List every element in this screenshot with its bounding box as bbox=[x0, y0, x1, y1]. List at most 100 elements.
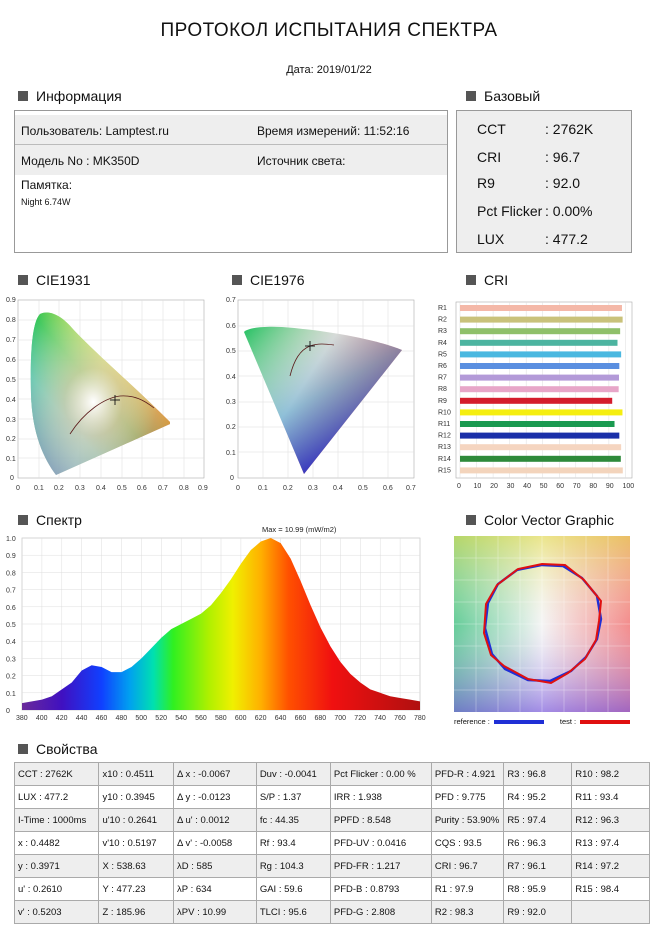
svg-text:0.6: 0.6 bbox=[137, 485, 147, 492]
cri-bar-r10 bbox=[460, 409, 623, 416]
cri-bar-r12 bbox=[460, 432, 620, 439]
property-cell: R4 : 95.2 bbox=[503, 785, 573, 809]
info-panel: Пользователь: Lamptest.ru Время измерени… bbox=[14, 110, 448, 253]
svg-text:0.6: 0.6 bbox=[226, 323, 236, 330]
spectrum-x-tick: 720 bbox=[354, 715, 366, 722]
property-cell: TLCI : 95.6 bbox=[255, 900, 331, 924]
property-cell: PFD : 9.775 bbox=[430, 785, 505, 809]
props-section-header: Свойства bbox=[18, 741, 97, 757]
cri-x-tick: 20 bbox=[490, 483, 498, 490]
svg-text:0.3: 0.3 bbox=[6, 417, 16, 424]
base-section-title: Базовый bbox=[484, 88, 541, 104]
cie1931-chart: 0.9 0.8 0.7 0.6 0.5 0.4 0.3 0.2 0.1 0 0 0.1 0.… bbox=[6, 297, 208, 492]
property-cell: Y : 477.23 bbox=[98, 877, 175, 901]
svg-text:0.4: 0.4 bbox=[226, 374, 236, 381]
base-key: CCT bbox=[477, 121, 506, 137]
cri-bar-r8 bbox=[460, 386, 619, 393]
property-cell: Z : 185.96 bbox=[98, 900, 175, 924]
svg-text:0.1: 0.1 bbox=[34, 485, 44, 492]
base-value: : 92.0 bbox=[545, 175, 581, 191]
spectrum-area bbox=[22, 538, 420, 710]
spectrum-y-tick: 0.2 bbox=[6, 674, 16, 681]
info-model: Модель No : MK350D bbox=[21, 154, 140, 168]
property-cell: λPV : 10.99 bbox=[173, 900, 257, 924]
spectrum-y-tick: 0.3 bbox=[6, 656, 16, 663]
property-cell: Purity : 53.90% bbox=[430, 808, 505, 832]
spectrum-x-ticks: 380 400 420 440 460 480 500 520 540 560 580 600 620 6… bbox=[16, 715, 426, 722]
property-cell: PFD-G : 2.808 bbox=[329, 900, 432, 924]
report-date: Дата: 2019/01/22 bbox=[286, 64, 372, 76]
spectrum-x-tick: 420 bbox=[56, 715, 68, 722]
base-panel: CCT: 2762K CRI: 96.7 R9: 92.0 Pct Flicke… bbox=[456, 110, 632, 253]
info-user: Пользователь: Lamptest.ru bbox=[21, 124, 169, 138]
cvg-section-header: Color Vector Graphic bbox=[466, 512, 614, 528]
base-row-lux: LUX: 477.2 bbox=[477, 231, 588, 247]
property-cell: R11 : 93.4 bbox=[571, 785, 650, 809]
svg-text:0.7: 0.7 bbox=[226, 297, 236, 304]
cri-x-tick: 80 bbox=[589, 483, 597, 490]
spectrum-y-tick: 0 bbox=[6, 708, 10, 715]
cvg-test-polygon bbox=[482, 562, 603, 685]
cie1931-x-ticks: 0 0.1 0.2 0.3 0.4 0.5 0.6 0.7 0.8 0.9 bbox=[16, 485, 208, 492]
section-square-icon bbox=[18, 744, 28, 754]
property-cell: fc : 44.35 bbox=[255, 808, 331, 832]
spectrum-x-tick: 580 bbox=[215, 715, 227, 722]
info-section-title: Информация bbox=[36, 88, 122, 104]
spectrum-x-tick: 520 bbox=[155, 715, 167, 722]
cvg-legend-ref-label: reference : bbox=[454, 717, 490, 726]
cri-x-tick: 30 bbox=[507, 483, 515, 490]
table-row: v' : 0.5203 Z : 185.96 λPV : 10.99 TLCI : 9… bbox=[13, 900, 650, 924]
spectrum-x-tick: 760 bbox=[394, 715, 406, 722]
svg-text:0.1: 0.1 bbox=[6, 456, 16, 463]
spectrum-y-tick: 0.4 bbox=[6, 639, 16, 646]
base-row-r9: R9: 92.0 bbox=[477, 175, 580, 191]
svg-text:0: 0 bbox=[230, 475, 234, 482]
spectrum-x-tick: 700 bbox=[334, 715, 346, 722]
spectrum-x-tick: 540 bbox=[175, 715, 187, 722]
section-square-icon bbox=[232, 275, 242, 285]
section-square-icon bbox=[18, 91, 28, 101]
svg-text:0.6: 0.6 bbox=[6, 357, 16, 364]
cri-x-tick: 10 bbox=[474, 483, 482, 490]
table-row: I-Time : 1000ms u'10 : 0.2641 Δ u' : 0.001… bbox=[13, 808, 650, 832]
cri-bars bbox=[460, 305, 623, 474]
base-key: Pct Flicker bbox=[477, 203, 543, 219]
cri-label-r11: R11 bbox=[438, 421, 450, 428]
cri-label-r5: R5 bbox=[438, 351, 447, 358]
svg-text:0.2: 0.2 bbox=[283, 485, 293, 492]
property-cell: I-Time : 1000ms bbox=[13, 808, 100, 832]
property-cell: PFD-B : 0.8793 bbox=[329, 877, 432, 901]
cri-label-r1: R1 bbox=[438, 305, 447, 312]
spectrum-y-tick: 1.0 bbox=[6, 536, 16, 543]
spectrum-y-tick: 0.7 bbox=[6, 588, 16, 595]
svg-text:0.8: 0.8 bbox=[179, 485, 189, 492]
base-key: LUX bbox=[477, 231, 505, 247]
props-title: Свойства bbox=[36, 741, 98, 757]
property-cell: CQS : 93.5 bbox=[430, 831, 505, 855]
spectrum-y-tick: 0.8 bbox=[6, 570, 16, 577]
table-row: x : 0.4482 v'10 : 0.5197 Δ v' : -0.0058 Rf … bbox=[13, 831, 650, 855]
property-cell: S/P : 1.37 bbox=[255, 785, 331, 809]
cri-bar-r2 bbox=[460, 316, 623, 323]
spectrum-x-tick: 480 bbox=[116, 715, 128, 722]
svg-text:0: 0 bbox=[10, 475, 14, 482]
property-cell: R1 : 97.9 bbox=[430, 877, 505, 901]
section-square-icon bbox=[466, 91, 476, 101]
info-section-header: Информация bbox=[18, 88, 122, 104]
base-value: : 0.00% bbox=[545, 203, 593, 219]
planckian-locus-1931 bbox=[69, 395, 155, 435]
property-cell: PFD-UV : 0.0416 bbox=[329, 831, 432, 855]
cri-bar-r7 bbox=[460, 374, 619, 381]
cri-label-r9: R9 bbox=[438, 398, 447, 405]
spectrum-x-tick: 460 bbox=[96, 715, 108, 722]
property-cell: X : 538.63 bbox=[98, 854, 175, 878]
property-cell: y : 0.3971 bbox=[13, 854, 100, 878]
base-value: : 2762K bbox=[545, 121, 594, 137]
spectrum-x-tick: 560 bbox=[195, 715, 207, 722]
spectrum-chart: Max = 10.99 (mW/m2) 1.0 0.9 0.8 0.7 0.6 0.5 0.… bbox=[6, 525, 426, 722]
property-cell: x : 0.4482 bbox=[13, 831, 100, 855]
property-cell: PFD-FR : 1.217 bbox=[329, 854, 432, 878]
table-row: CCT : 2762K x10 : 0.4511 Δ x : -0.0067 Duv … bbox=[13, 762, 650, 786]
cie1931-section-header: CIE1931 bbox=[18, 272, 90, 288]
svg-text:0.3: 0.3 bbox=[308, 485, 318, 492]
